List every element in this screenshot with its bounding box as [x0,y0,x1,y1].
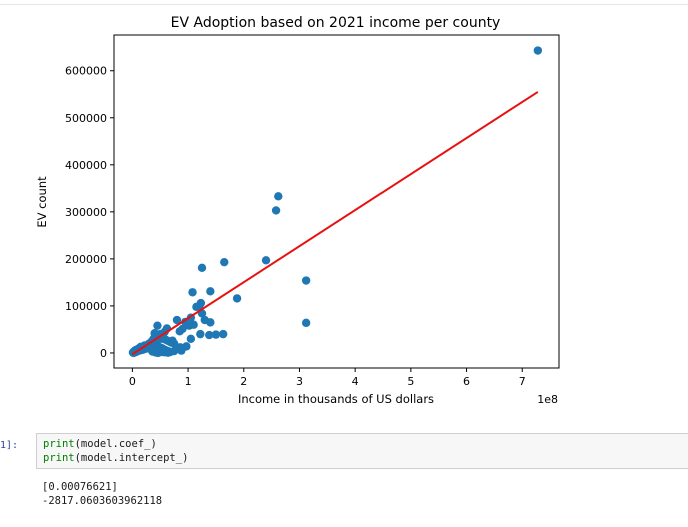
x-tick-label: 5 [407,375,414,388]
data-point [148,347,157,356]
y-tick-label: 100000 [65,300,107,313]
scatter-chart: EV Adoption based on 2021 income per cou… [35,15,560,406]
data-point [205,330,214,340]
x-tick-label: 1 [185,375,192,388]
data-point [301,276,311,285]
y-tick-label: 400000 [65,159,107,172]
y-axis: 0 100000 200000 300000 400000 500000 600000 [65,65,114,360]
cell-prompt: 1]: [0,440,19,451]
data-point [206,287,215,296]
data-point [186,334,196,344]
y-tick-label: 0 [100,347,107,360]
data-point [274,192,283,201]
y-tick-label: 500000 [65,112,107,125]
cell-output: [0.00076621] -2817.0603603962118 [42,480,162,508]
data-point [175,327,184,336]
data-point [261,256,271,265]
data-point [211,330,221,339]
code-function: print [43,438,75,450]
data-point [301,318,311,328]
chart-title: EV Adoption based on 2021 income per cou… [171,15,501,31]
y-tick-label: 300000 [65,206,107,219]
x-axis: 0 1 2 3 4 5 6 7 [129,368,526,388]
y-tick-label: 200000 [65,253,107,266]
data-point [172,315,182,325]
code-line: print(model.intercept_) [43,451,688,465]
x-axis-offset-label: 1e8 [537,393,558,406]
x-tick-label: 0 [129,375,136,388]
x-tick-label: 4 [352,375,359,388]
code-line: print(model.coef_) [43,437,688,451]
data-point [533,46,543,55]
data-point [220,257,229,267]
scatter-points [128,46,543,358]
data-point [188,288,197,297]
data-point [196,329,205,339]
data-point [232,294,242,303]
x-tick-label: 6 [463,375,470,388]
x-tick-label: 7 [519,375,526,388]
regression-line-group [131,91,539,356]
data-point [271,206,281,215]
regression-line [131,91,539,356]
data-point [176,343,185,352]
y-axis-label: EV count [35,176,49,228]
code-cell-input[interactable]: print(model.coef_) print(model.intercept… [36,433,688,469]
code-argument: (model.coef_) [74,438,157,450]
data-point [206,318,215,327]
code-argument: (model.intercept_) [74,452,189,464]
output-line-coef: [0.00076621] [42,481,118,493]
x-axis-label: Income in thousands of US dollars [238,392,434,406]
data-point [192,302,201,312]
data-point [153,321,162,330]
x-tick-label: 3 [296,375,303,388]
previous-cell-border [0,0,688,5]
code-function: print [43,452,75,464]
data-point [197,263,207,273]
data-point [189,320,198,329]
x-tick-label: 2 [240,375,247,388]
output-line-intercept: -2817.0603603962118 [42,495,163,507]
plot-frame [113,34,560,369]
y-tick-label: 600000 [65,65,107,78]
data-point [218,329,228,339]
